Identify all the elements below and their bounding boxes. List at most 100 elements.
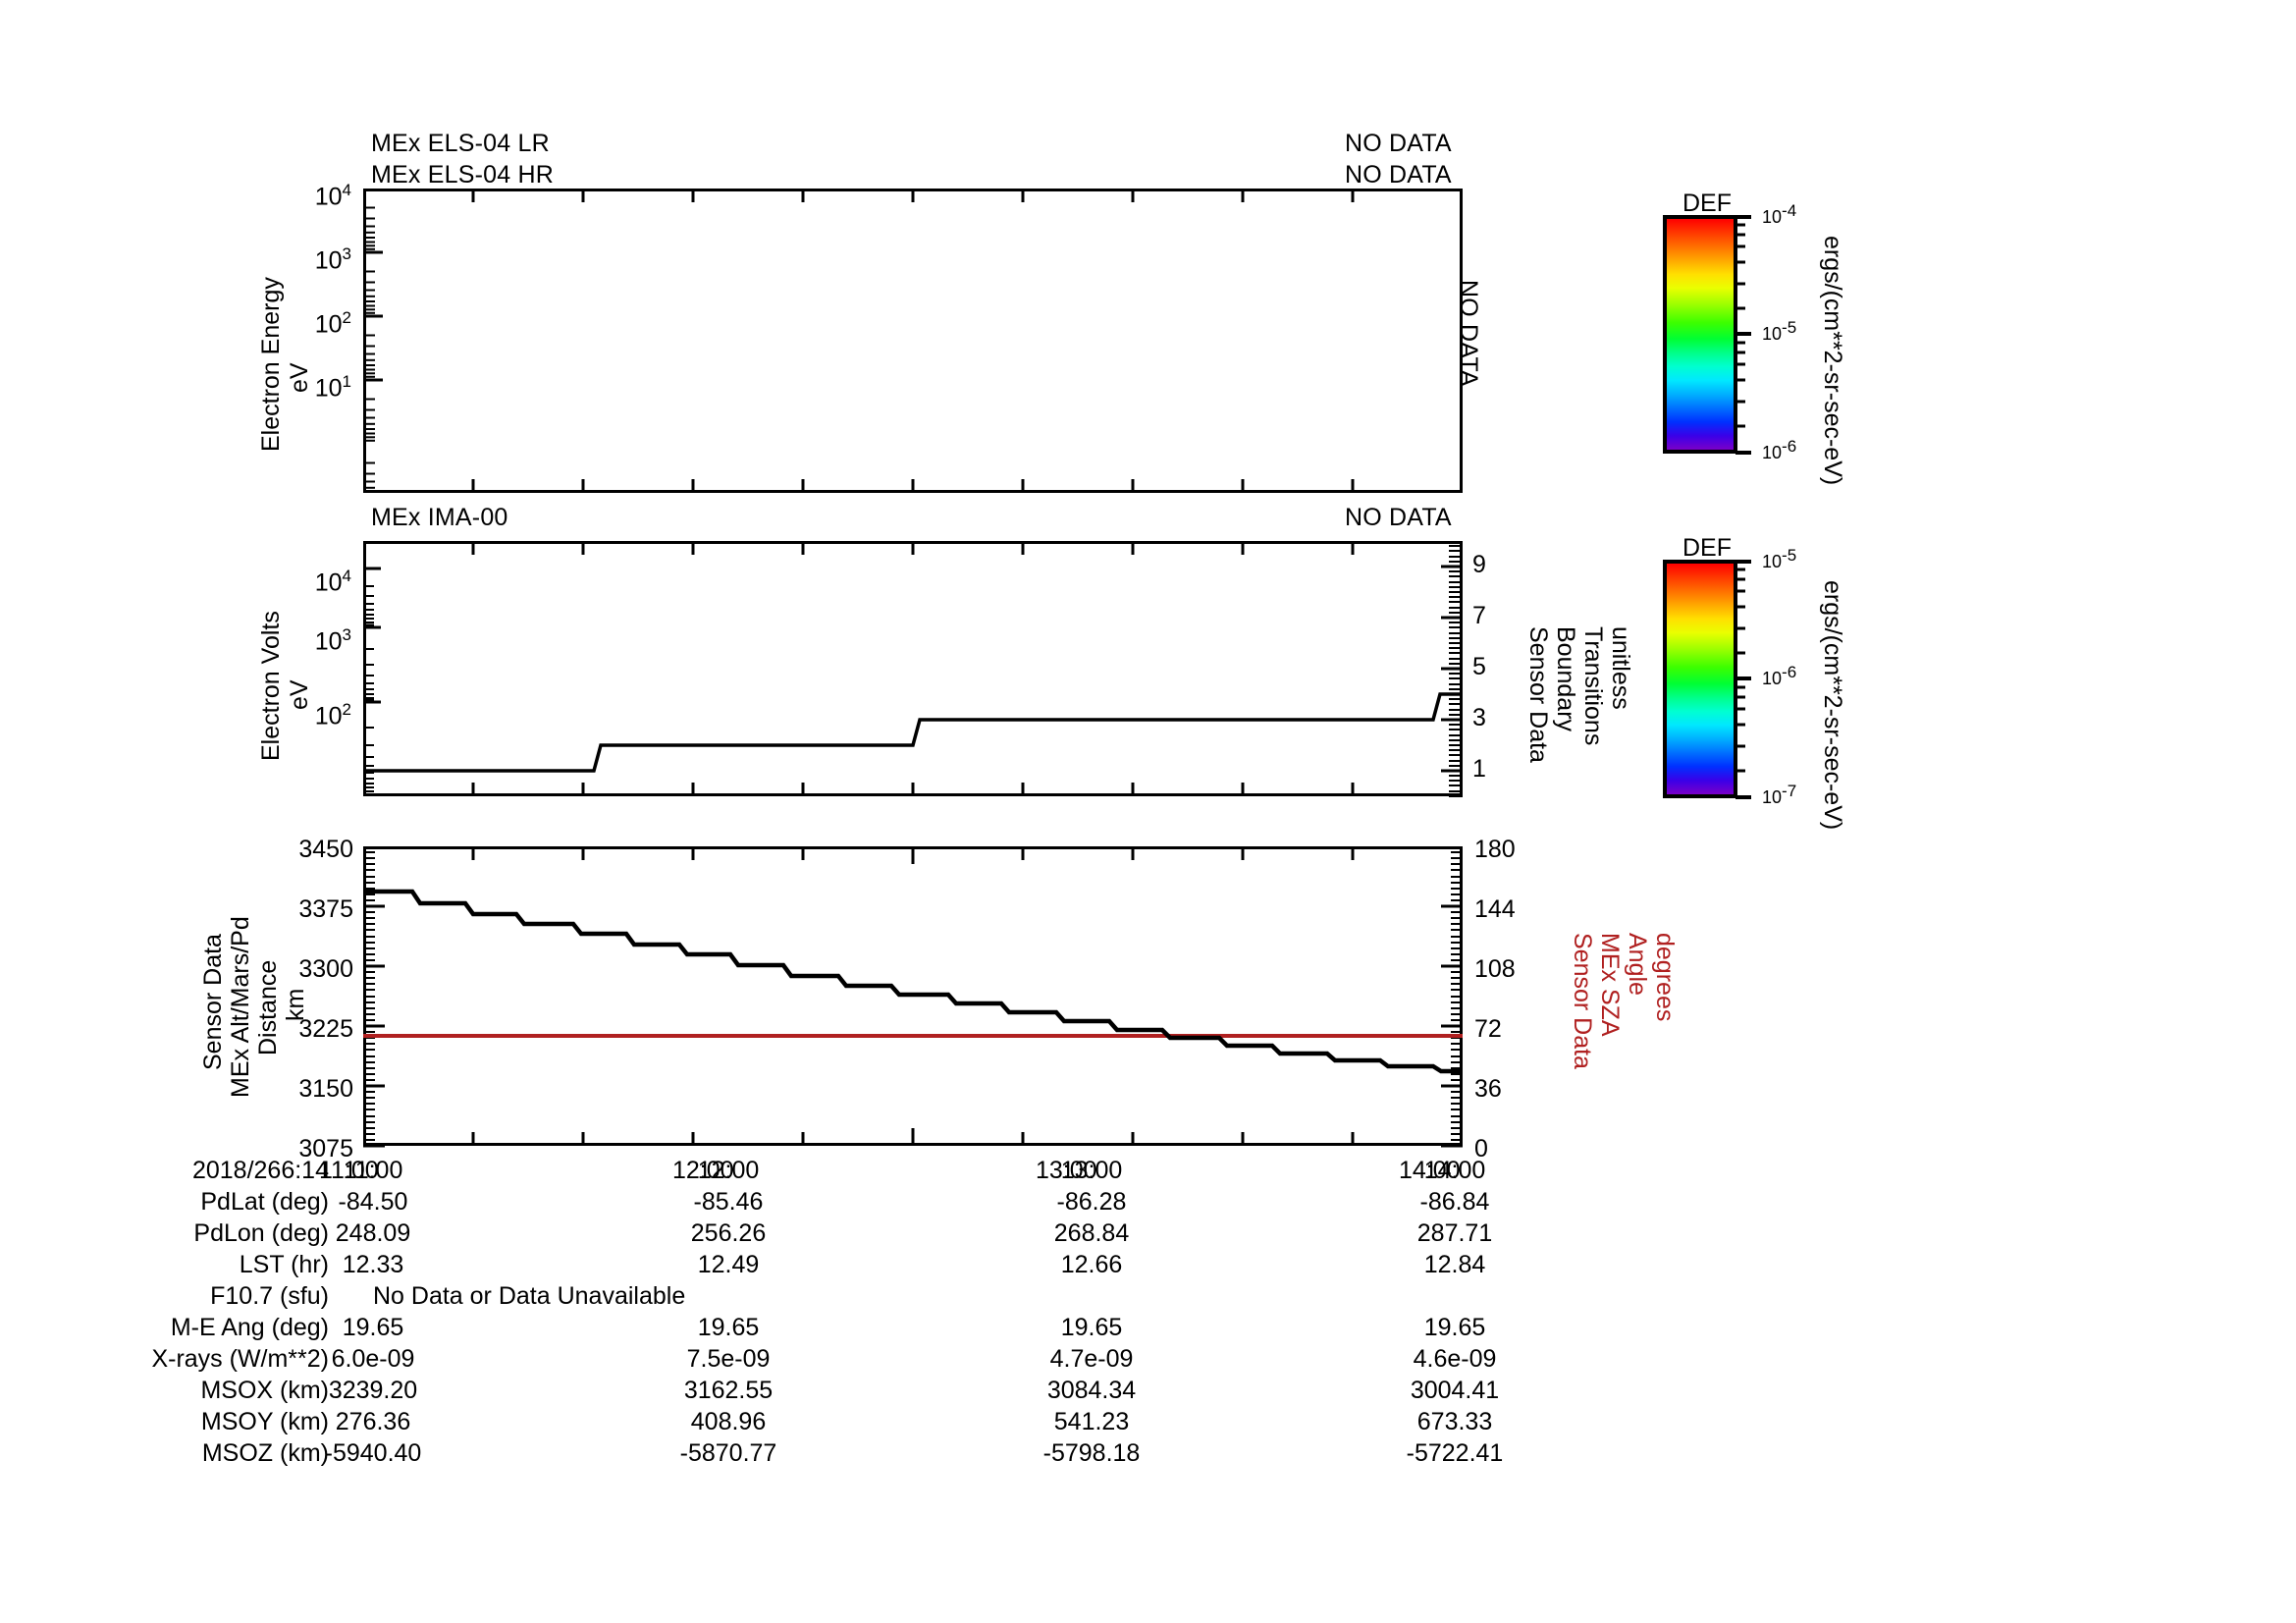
ephemeris-cell: 7.5e-09: [686, 1345, 771, 1373]
panel3-left-ytick-3075: 3075: [298, 1135, 353, 1163]
ephemeris-cell: -5722.41: [1406, 1439, 1504, 1467]
ephemeris-row-label: MSOY (km): [200, 1408, 329, 1435]
panel2-right-ytick-9: 9: [1472, 551, 1486, 578]
panel1-status-line-2: NO DATA: [1345, 161, 1452, 189]
panel3-right-axis-title-line-2: MEx SZA: [1596, 933, 1624, 1037]
colorbar-2-title: DEF: [1682, 534, 1732, 562]
ephemeris-cell: 4.6e-09: [1413, 1345, 1497, 1373]
panel1-title-line-2: MEx ELS-04 HR: [371, 161, 554, 189]
ephemeris-cell: 541.23: [1053, 1408, 1130, 1435]
panel1-ytick-1e4: 104: [314, 181, 351, 211]
panel3-right-ytick-180: 180: [1474, 836, 1516, 863]
ephemeris-cell: 12.66: [1060, 1251, 1123, 1278]
ephemeris-cell: 256.26: [690, 1219, 767, 1247]
panel3-left-ytick-3450: 3450: [298, 836, 353, 863]
colorbar-1-bottom-label: 10-6: [1762, 437, 1797, 462]
colorbar-2-bottom-label: 10-7: [1762, 782, 1797, 807]
colorbar-2-gradient: [1663, 560, 1737, 798]
ephemeris-cell: -86.84: [1419, 1188, 1490, 1216]
panel3-left-ytick-3300: 3300: [298, 955, 353, 983]
panel1-ticks: [363, 189, 1355, 493]
panel3-right-ytick-72: 72: [1474, 1015, 1502, 1043]
panel2-right-ytick-5: 5: [1472, 653, 1486, 680]
ephemeris-cell: 12.33: [342, 1251, 404, 1278]
ephemeris-cell: -84.50: [338, 1188, 408, 1216]
panel1-title-line-1: MEx ELS-04 LR: [371, 130, 550, 157]
ephemeris-cell: 12.49: [697, 1251, 760, 1278]
colorbar-1-gradient: [1663, 215, 1737, 454]
ephemeris-cell: 19.65: [697, 1314, 760, 1341]
ephemeris-cell: 276.36: [335, 1408, 411, 1435]
ephemeris-row-label: MSOZ (km): [201, 1439, 329, 1467]
ephemeris-row-label: LST (hr): [239, 1251, 329, 1278]
ephemeris-cell: -85.46: [693, 1188, 764, 1216]
ephemeris-row-label: PdLon (deg): [193, 1219, 329, 1247]
ephemeris-cell: 3162.55: [683, 1377, 774, 1404]
colorbar-1-title: DEF: [1682, 189, 1732, 217]
panel3-right-ytick-144: 144: [1474, 895, 1516, 923]
ephemeris-cell: 3239.20: [328, 1377, 418, 1404]
ephemeris-cell: 408.96: [690, 1408, 767, 1435]
panel2-right-axis-title-line-2: Boundary: [1552, 626, 1579, 732]
colorbar-1-mid-label: 10-5: [1762, 318, 1797, 344]
panel3-left-axis-title-line-4: km: [282, 988, 309, 1021]
panel2-right-ytick-3: 3: [1472, 704, 1486, 731]
ephemeris-row-label: MSOX (km): [200, 1377, 329, 1404]
panel1-y-axis-title: Electron Energy: [257, 277, 285, 452]
ephemeris-cell-f107-nodata: No Data or Data Unavailable: [373, 1282, 686, 1310]
panel3-right-ytick-36: 36: [1474, 1075, 1502, 1103]
panel2-y-axis-title: Electron Volts: [257, 611, 285, 761]
ephemeris-cell: 6.0e-09: [331, 1345, 415, 1373]
panel2-ytick-1e2: 102: [314, 700, 351, 730]
ephemeris-cell: 673.33: [1416, 1408, 1493, 1435]
panel-electron-energy-plot: [363, 189, 1463, 493]
ephemeris-cell: 287.71: [1416, 1219, 1493, 1247]
ephemeris-cell: 14:00: [1423, 1157, 1486, 1184]
ephemeris-cell: 268.84: [1053, 1219, 1130, 1247]
colorbar-2-mid-label: 10-6: [1762, 663, 1797, 688]
panel3-right-axis-title-line-1: Sensor Data: [1569, 933, 1596, 1069]
ephemeris-cell: 12.84: [1423, 1251, 1486, 1278]
ephemeris-cell: 19.65: [342, 1314, 404, 1341]
panel3-right-ytick-108: 108: [1474, 955, 1516, 983]
ephemeris-cell: -5798.18: [1042, 1439, 1141, 1467]
ephemeris-cell: 3084.34: [1046, 1377, 1137, 1404]
panel1-ytick-1e2: 102: [314, 308, 351, 339]
colorbar-1-ticks: [1735, 215, 1751, 455]
panel3-left-axis-title-line-2: MEx Alt/Mars/Pd: [227, 916, 254, 1098]
panel2-ytick-1e4: 104: [314, 567, 351, 597]
panel2-y-axis-units: eV: [286, 679, 313, 710]
panel1-ytick-1e1: 101: [314, 372, 351, 403]
panel1-y-axis-units: eV: [286, 362, 313, 393]
ephemeris-cell: 248.09: [335, 1219, 411, 1247]
ephemeris-row-label: F10.7 (sfu): [210, 1282, 329, 1310]
ephemeris-row-label: M-E Ang (deg): [170, 1314, 329, 1341]
ephemeris-cell: 4.7e-09: [1049, 1345, 1134, 1373]
ephemeris-cell: -5870.77: [679, 1439, 777, 1467]
panel2-title-line-1: MEx IMA-00: [371, 504, 508, 531]
ephemeris-cell: -5940.40: [324, 1439, 422, 1467]
panel2-right-ytick-1: 1: [1472, 755, 1486, 783]
ephemeris-cell: 12:00: [697, 1157, 760, 1184]
ephemeris-cell: -86.28: [1056, 1188, 1127, 1216]
panel3-left-ytick-3375: 3375: [298, 895, 353, 923]
panel3-left-ytick-3150: 3150: [298, 1075, 353, 1103]
ephemeris-row-label: 2018/266:14: [191, 1157, 329, 1184]
panel2-status-line-1: NO DATA: [1345, 504, 1452, 531]
ephemeris-row-label: X-rays (W/m**2): [151, 1345, 329, 1373]
ephemeris-cell: 3004.41: [1410, 1377, 1500, 1404]
colorbar-1-top-label: 10-4: [1762, 201, 1797, 227]
panel3-right-axis-title-line-4: degrees: [1651, 933, 1679, 1022]
ephemeris-row-label: PdLat (deg): [200, 1188, 329, 1216]
panel2-right-axis-title-line-4: unitless: [1607, 626, 1634, 710]
panel3-left-ytick-3225: 3225: [298, 1015, 353, 1043]
panel1-ytick-1e3: 103: [314, 244, 351, 275]
ephemeris-cell: 19.65: [1423, 1314, 1486, 1341]
altitude-step-curve: [363, 889, 1463, 1074]
panel2-right-ytick-7: 7: [1472, 602, 1486, 629]
colorbar-2-top-label: 10-5: [1762, 546, 1797, 571]
panel3-right-ytick-0: 0: [1474, 1135, 1488, 1163]
panel2-data-curve: [363, 541, 1463, 797]
panel2-right-axis-title-line-1: Sensor Data: [1524, 626, 1552, 763]
panel3-right-axis-title-line-3: Angle: [1624, 933, 1651, 996]
